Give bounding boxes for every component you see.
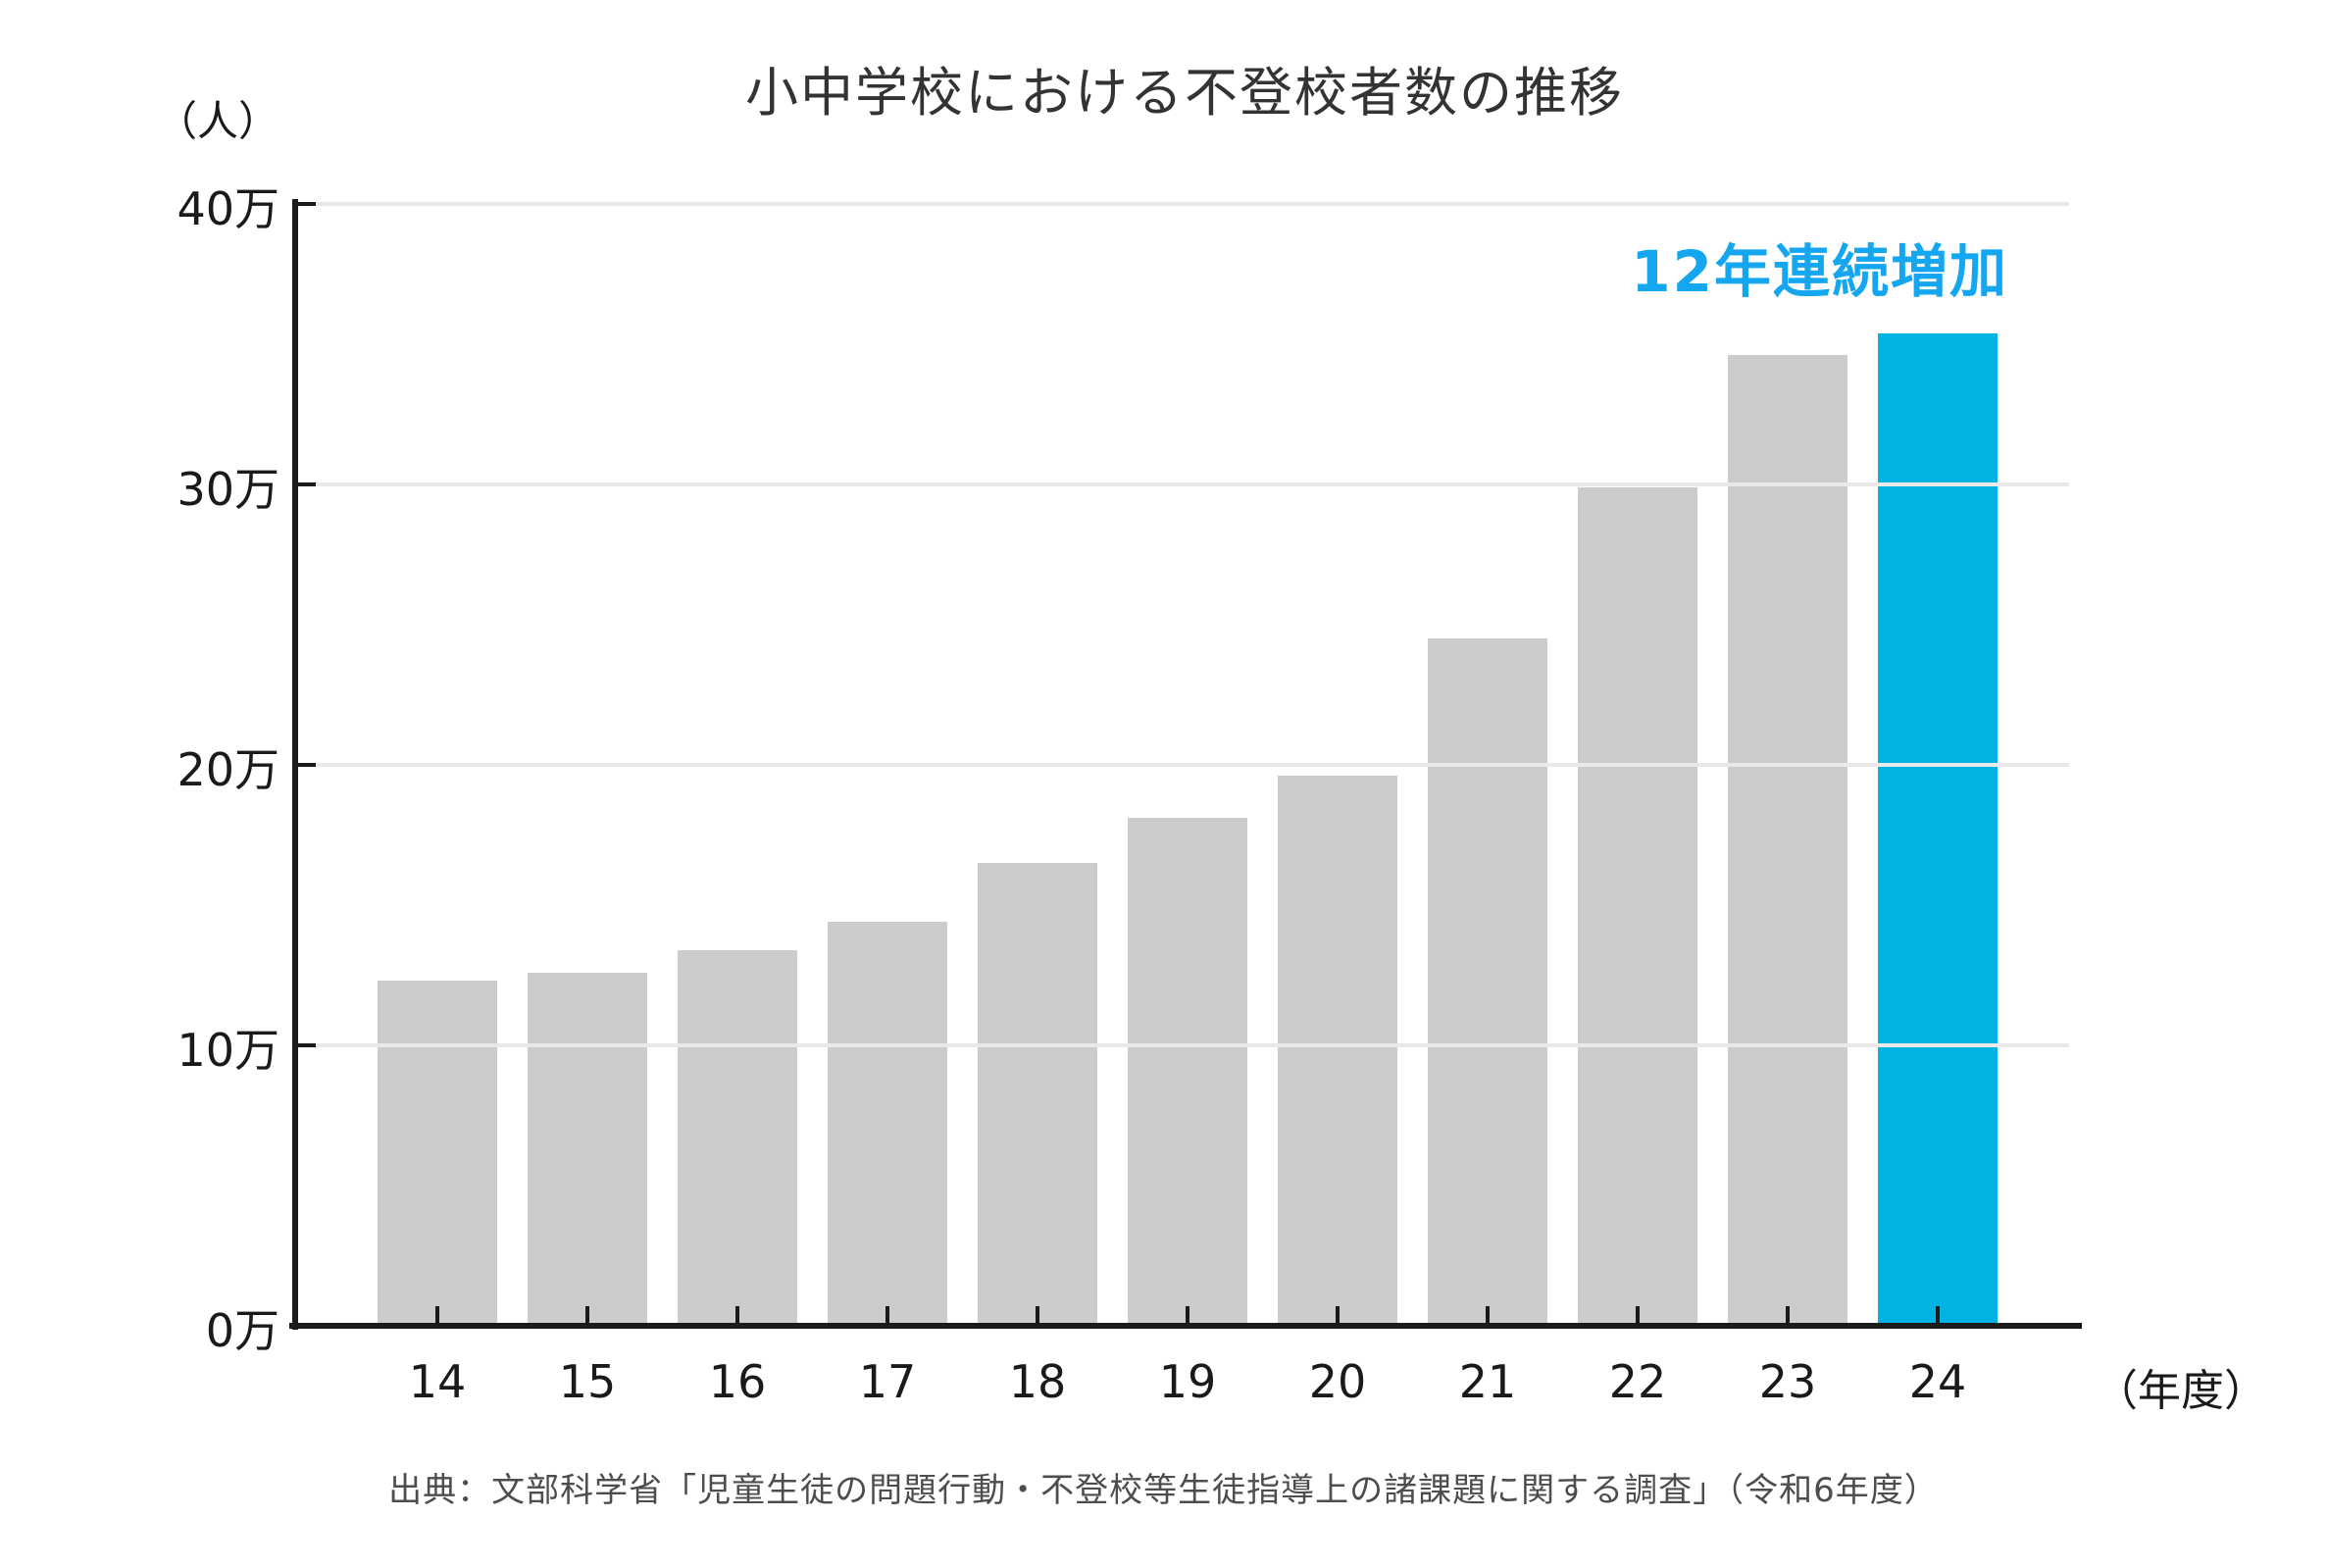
x-axis-label: 17	[858, 1355, 917, 1408]
x-axis-tick	[1186, 1306, 1189, 1326]
bar-14	[378, 981, 497, 1326]
y-axis-tick-label: 0万	[205, 1304, 279, 1357]
y-axis-tick	[294, 202, 316, 206]
x-axis-label: 16	[708, 1355, 767, 1408]
x-axis-tick	[1036, 1306, 1039, 1326]
x-axis-tick	[885, 1306, 889, 1326]
bar-23	[1728, 355, 1847, 1326]
y-axis-tick-label: 20万	[177, 743, 279, 796]
chart-title: 小中学校における不登校者数の推移	[745, 62, 1624, 124]
y-axis-tick	[294, 482, 316, 486]
y-axis-unit-label: （人）	[155, 97, 279, 145]
x-axis-tick	[1936, 1306, 1940, 1326]
bar-19	[1128, 818, 1247, 1326]
x-axis-tick	[1336, 1306, 1340, 1326]
x-axis-label: 15	[558, 1355, 617, 1408]
y-axis-line	[292, 199, 298, 1330]
x-axis-tick	[435, 1306, 439, 1326]
x-axis-tick	[1486, 1306, 1490, 1326]
y-axis-tick	[294, 763, 316, 767]
bar-16	[678, 949, 797, 1326]
gridline-20万	[297, 763, 2069, 767]
x-axis-tick	[1636, 1306, 1640, 1326]
y-axis-tick-label: 10万	[177, 1024, 279, 1077]
bar-20	[1278, 776, 1397, 1326]
gridline-10万	[297, 1043, 2069, 1047]
gridline-40万	[297, 202, 2069, 206]
bar-24	[1878, 332, 1998, 1326]
bar-18	[978, 863, 1097, 1326]
annotation-consecutive-increase: 12年連続増加	[1631, 238, 2008, 305]
x-axis-label: 21	[1458, 1355, 1517, 1408]
x-axis-line	[289, 1323, 2082, 1329]
y-axis-tick	[294, 1043, 316, 1047]
bar-17	[828, 922, 947, 1326]
x-axis-tick	[1786, 1306, 1790, 1326]
y-axis-tick-label: 40万	[177, 182, 279, 235]
x-axis-label: 19	[1158, 1355, 1217, 1408]
x-axis-tick	[585, 1306, 589, 1326]
y-axis-tick-label: 30万	[177, 463, 279, 516]
gridline-30万	[297, 482, 2069, 486]
x-axis-tick	[735, 1306, 739, 1326]
source-caption: 出典：文部科学省「児童生徒の問題行動・不登校等生徒指導上の諸課題に関する調査」（…	[388, 1471, 1939, 1510]
bar-15	[528, 972, 647, 1326]
x-axis-label: 23	[1758, 1355, 1817, 1408]
x-axis-label: 14	[408, 1355, 467, 1408]
x-axis-label: 22	[1608, 1355, 1667, 1408]
x-axis-label: 18	[1008, 1355, 1067, 1408]
bar-22	[1578, 486, 1697, 1326]
x-axis-label: 20	[1308, 1355, 1367, 1408]
x-axis-unit-label: （年度）	[2095, 1366, 2267, 1416]
x-axis-label: 24	[1908, 1355, 1967, 1408]
bar-21	[1428, 638, 1547, 1326]
